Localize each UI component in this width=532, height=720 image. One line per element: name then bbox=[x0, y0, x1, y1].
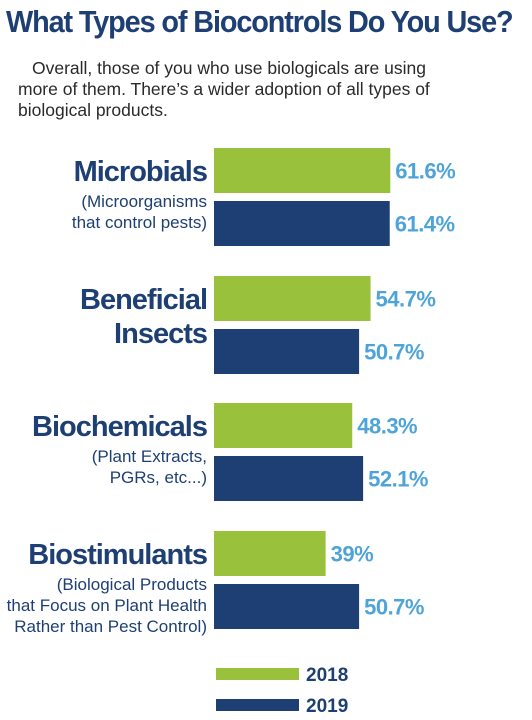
bar-2019 bbox=[214, 456, 364, 501]
bar-2018 bbox=[214, 148, 391, 193]
category-description: that control pests) bbox=[72, 213, 207, 232]
category-label: Biostimulants bbox=[28, 539, 207, 571]
category-description: PGRs, etc...) bbox=[110, 468, 207, 487]
data-label: 61.6% bbox=[395, 159, 455, 184]
subtitle-line: Overall, those of you who use biological… bbox=[32, 58, 426, 78]
data-label: 61.4% bbox=[395, 212, 455, 237]
bar-2018 bbox=[214, 531, 326, 576]
bar-2019 bbox=[214, 584, 360, 629]
bar-2019 bbox=[214, 329, 360, 374]
bar-2018 bbox=[214, 276, 371, 321]
category-label: Beneficial bbox=[80, 284, 207, 316]
chart-title: What Types of Biocontrols Do You Use? bbox=[6, 4, 514, 39]
chart-subtitle: Overall, those of you who use biological… bbox=[18, 58, 518, 121]
legend-label: 2019 bbox=[306, 696, 348, 717]
category-description: (Biological Products bbox=[57, 575, 207, 594]
category-description: (Plant Extracts, bbox=[92, 447, 207, 466]
data-label: 50.7% bbox=[364, 595, 424, 620]
category-description: Rather than Pest Control) bbox=[14, 617, 207, 636]
data-label: 52.1% bbox=[368, 467, 428, 492]
data-label: 39% bbox=[331, 542, 374, 567]
legend-swatch-2019 bbox=[216, 699, 299, 711]
category-label: Insects bbox=[114, 318, 207, 350]
category-label: Microbials bbox=[74, 156, 207, 188]
subtitle-line: more of them. There’s a wider adoption o… bbox=[18, 79, 430, 99]
bar-2018 bbox=[214, 403, 353, 448]
category-description: (Microorganisms bbox=[81, 192, 207, 211]
category-description: that Focus on Plant Health bbox=[7, 596, 207, 615]
legend-swatch-2018 bbox=[216, 668, 299, 680]
data-label: 54.7% bbox=[376, 287, 436, 312]
bar-2019 bbox=[214, 201, 390, 246]
legend-label: 2018 bbox=[306, 665, 348, 686]
data-label: 50.7% bbox=[364, 340, 424, 365]
category-label: Biochemicals bbox=[32, 411, 207, 443]
data-label: 48.3% bbox=[357, 414, 417, 439]
subtitle-line: biological products. bbox=[18, 100, 168, 120]
